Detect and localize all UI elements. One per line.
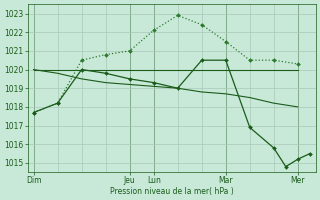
X-axis label: Pression niveau de la mer( hPa ): Pression niveau de la mer( hPa ) (110, 187, 234, 196)
